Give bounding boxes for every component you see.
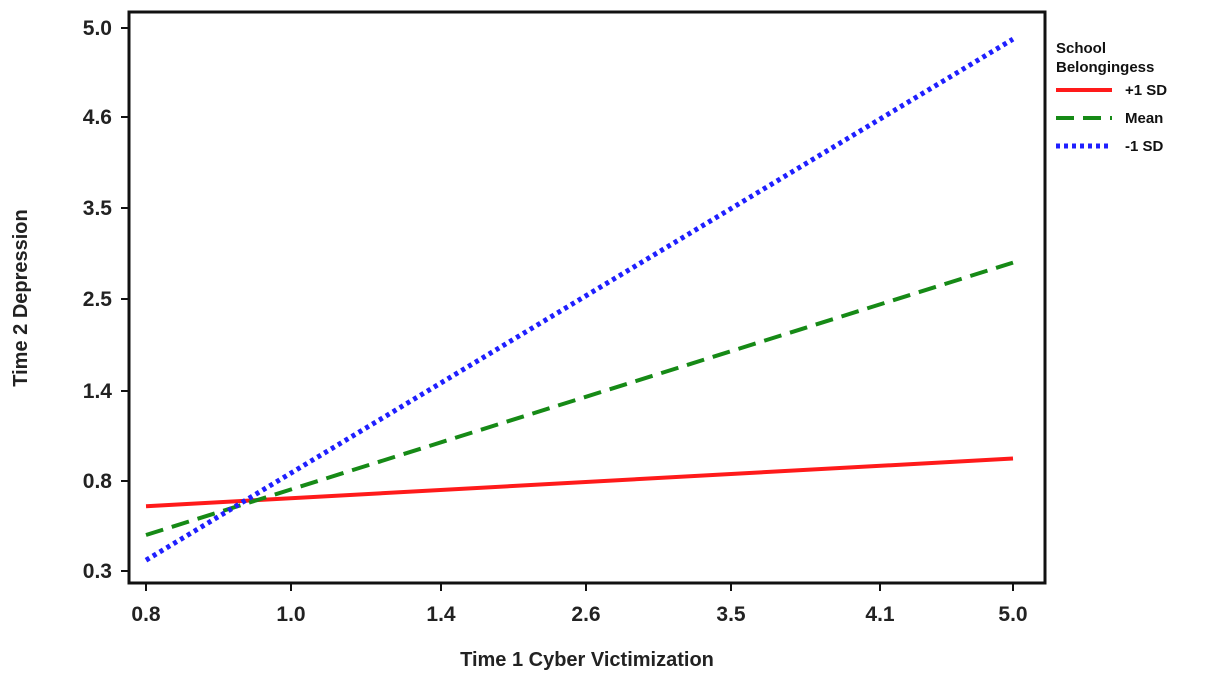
y-axis-title: Time 2 Depression	[10, 209, 32, 386]
x-tick-label: 5.0	[998, 603, 1027, 626]
legend-label-minus1-sd: -1 SD	[1125, 138, 1164, 155]
y-tick-label: 2.5	[83, 288, 113, 311]
legend-label-mean: Mean	[1125, 110, 1163, 127]
legend-title-line-1: School	[1056, 40, 1106, 57]
legend: School Belongingess +1 SD Mean -1 SD	[1056, 40, 1167, 155]
series-lines	[144, 36, 1015, 563]
y-axis-ticks: 0.3 0.8 1.4 2.5 3.5 4.6 5.0	[83, 17, 129, 583]
x-axis-ticks: 0.8 1.0 1.4 2.6 3.5 4.1 5.0	[131, 583, 1028, 626]
y-tick-label: 5.0	[83, 17, 112, 40]
legend-entries: +1 SD Mean -1 SD	[1056, 82, 1167, 155]
x-tick-label: 1.4	[426, 603, 456, 626]
legend-title-line-2: Belongingess	[1056, 59, 1154, 76]
legend-label-plus1-sd: +1 SD	[1125, 82, 1167, 99]
x-axis-title: Time 1 Cyber Victimization	[460, 649, 714, 671]
series-line-plus1-sd	[145, 456, 1014, 509]
y-tick-label: 0.8	[83, 470, 113, 493]
x-tick-label: 3.5	[716, 603, 746, 626]
y-tick-label: 4.6	[83, 106, 112, 129]
series-line-mean	[145, 260, 1014, 537]
series-line-minus1-sd	[144, 36, 1015, 563]
y-tick-label: 3.5	[83, 197, 113, 220]
x-tick-label: 1.0	[276, 603, 305, 626]
x-tick-label: 4.1	[865, 603, 895, 626]
y-tick-label: 1.4	[83, 380, 113, 403]
x-tick-label: 0.8	[131, 603, 161, 626]
y-tick-label: 0.3	[83, 560, 112, 583]
x-tick-label: 2.6	[571, 603, 600, 626]
